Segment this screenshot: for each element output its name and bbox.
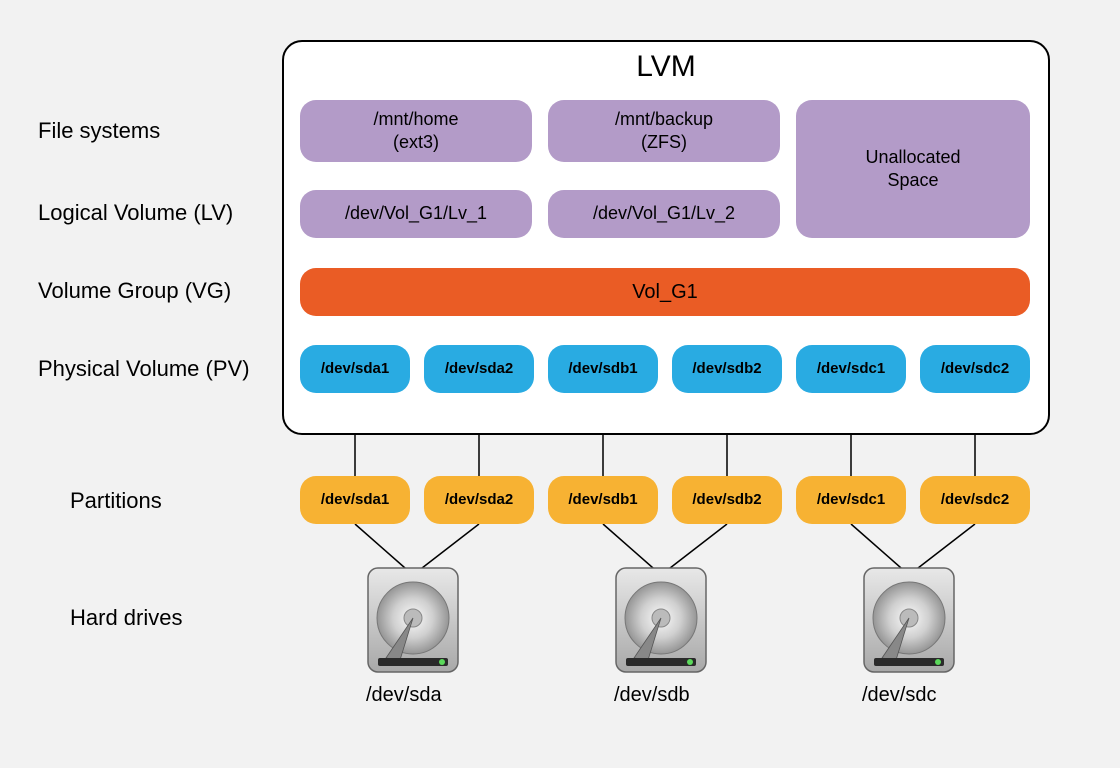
part-sda2: /dev/sda2	[424, 476, 534, 524]
label-drives: Hard drives	[70, 605, 182, 631]
drive-sdb-icon	[606, 560, 716, 680]
part-sdb2: /dev/sdb2	[672, 476, 782, 524]
lvm-title: LVM	[284, 50, 1048, 84]
pv-sdc2: /dev/sdc2	[920, 345, 1030, 393]
volume-group: Vol_G1	[300, 268, 1030, 316]
fs-home-path: /mnt/home	[373, 108, 458, 131]
pv-sda2: /dev/sda2	[424, 345, 534, 393]
label-partitions: Partitions	[70, 488, 162, 514]
lv-1: /dev/Vol_G1/Lv_1	[300, 190, 532, 238]
unallocated-line2: Space	[887, 169, 938, 192]
fs-home-type: (ext3)	[393, 131, 439, 154]
pv-sdb2: /dev/sdb2	[672, 345, 782, 393]
label-lv: Logical Volume (LV)	[38, 200, 233, 226]
drive-sdb-label: /dev/sdb	[614, 684, 690, 707]
part-sda1: /dev/sda1	[300, 476, 410, 524]
label-vg: Volume Group (VG)	[38, 278, 231, 304]
drive-sdc-label: /dev/sdc	[862, 684, 936, 707]
unallocated-space: Unallocated Space	[796, 100, 1030, 238]
drive-sda-icon	[358, 560, 468, 680]
label-filesystems: File systems	[38, 118, 160, 144]
pv-sda1: /dev/sda1	[300, 345, 410, 393]
label-pv: Physical Volume (PV)	[38, 356, 250, 382]
part-sdc1: /dev/sdc1	[796, 476, 906, 524]
lv-2: /dev/Vol_G1/Lv_2	[548, 190, 780, 238]
part-sdc2: /dev/sdc2	[920, 476, 1030, 524]
fs-backup-type: (ZFS)	[641, 131, 687, 154]
part-sdb1: /dev/sdb1	[548, 476, 658, 524]
unallocated-line1: Unallocated	[865, 146, 960, 169]
drive-sdc-icon	[854, 560, 964, 680]
fs-backup-path: /mnt/backup	[615, 108, 713, 131]
drive-sda-label: /dev/sda	[366, 684, 442, 707]
fs-home: /mnt/home (ext3)	[300, 100, 532, 162]
pv-sdc1: /dev/sdc1	[796, 345, 906, 393]
fs-backup: /mnt/backup (ZFS)	[548, 100, 780, 162]
pv-sdb1: /dev/sdb1	[548, 345, 658, 393]
